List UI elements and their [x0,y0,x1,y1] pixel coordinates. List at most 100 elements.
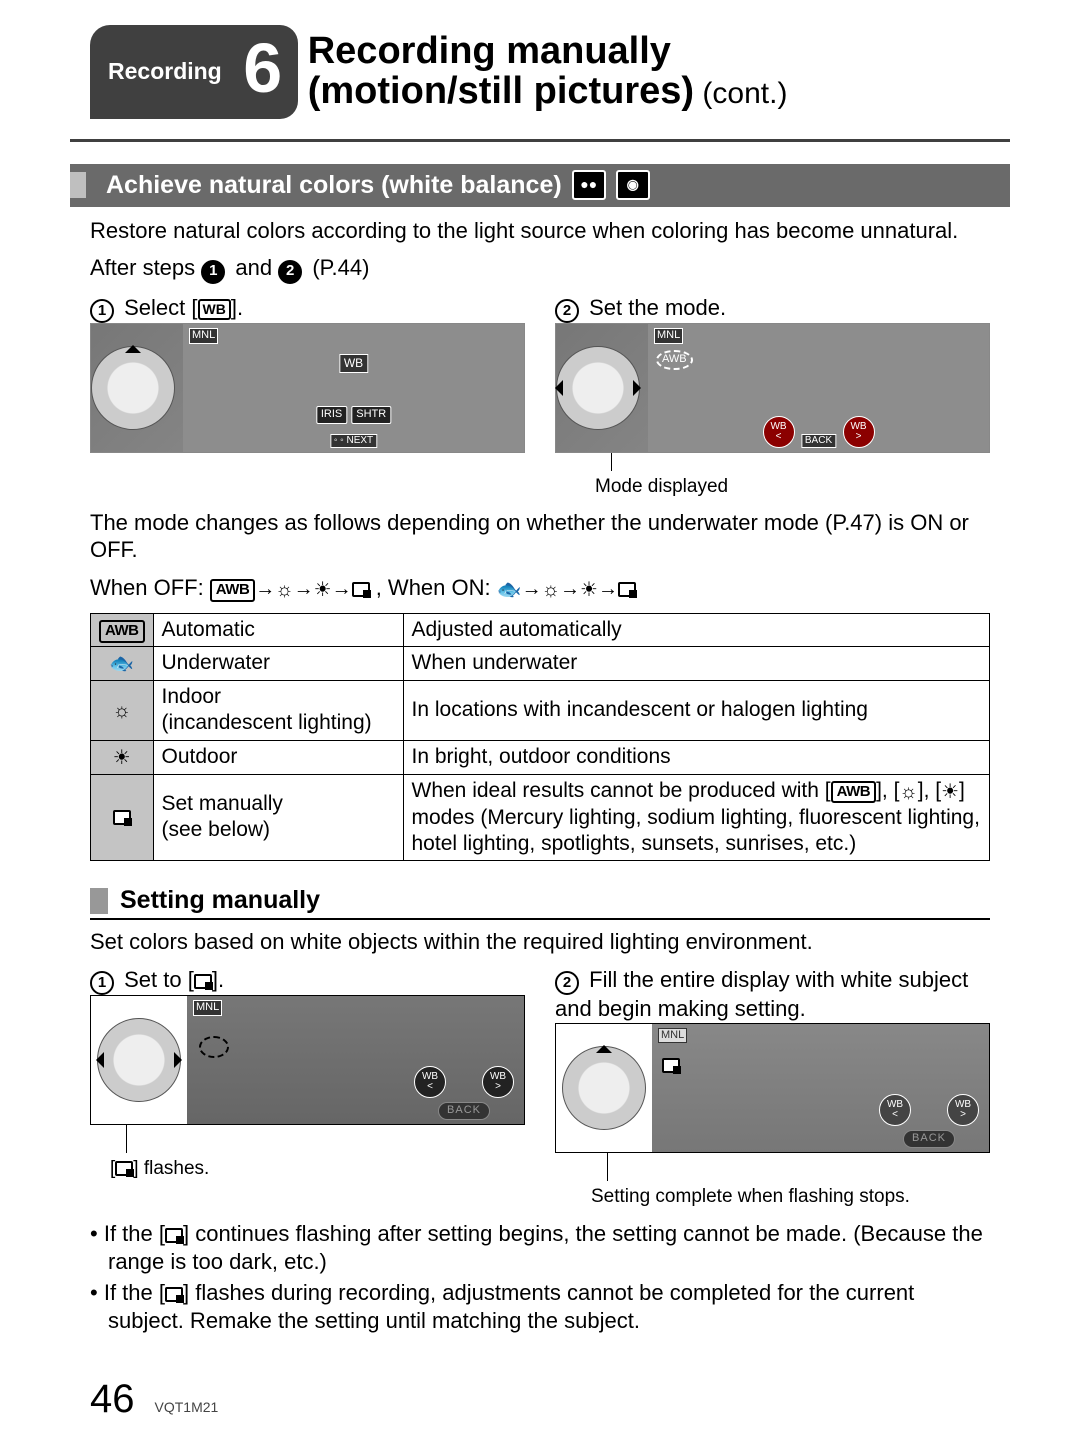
section-title: Achieve natural colors (white balance) [106,170,562,201]
header-rule [70,139,1010,142]
chapter-title: Recording manually (motion/still picture… [308,25,788,119]
mnl-badge: MNL [654,328,683,344]
wb-overlay-icon: WB [339,354,368,373]
sun-cell-icon: ☀ [91,740,154,774]
bulb-icon: ☼ [542,578,560,603]
complete-caption: Setting complete when flashing stops. [591,1185,990,1209]
back-pill: BACK [903,1130,955,1148]
control-dial-icon [562,1046,646,1130]
table-row: ☀ Outdoor In bright, outdoor conditions [91,740,990,774]
table-row: ☼ Indoor(incandescent lighting) In locat… [91,681,990,741]
sub-step-2-screenshot: MNL WB< WB> BACK [555,1023,990,1153]
set-manual-icon [618,582,636,597]
set-current-icon [662,1050,680,1078]
shtr-pill: SHTR [351,406,391,424]
set-manual-icon [352,582,370,597]
video-mode-icon: ●● [572,170,606,200]
photo-mode-icon: ◉ [616,170,650,200]
mode-desc: In bright, outdoor conditions [403,740,990,774]
list-item: If the [] flashes during recording, adju… [90,1279,990,1334]
sequence-line: When OFF: AWB→☼→☀→ , When ON: 🐟→☼→☀→ [90,574,990,603]
sub-step-2-label: 2 Fill the entire display with white sub… [555,966,990,1023]
title-line-1: Recording manually [308,32,788,72]
sub-step-1-label: 1 Set to []. [90,966,525,995]
mode-desc: In locations with incandescent or haloge… [403,681,990,741]
wb-right-button-icon: WB> [843,416,875,448]
step-1-label: 1 Select [WB]. [90,294,525,323]
page-footer: 46 VQT1M21 [90,1374,990,1424]
mnl-badge: MNL [189,328,218,344]
subsection-title: Setting manually [120,885,320,916]
sub-intro: Set colors based on white objects within… [90,928,990,956]
mnl-badge: MNL [658,1028,687,1044]
step-1-screenshot: MNL WB IRIS SHTR ◦ ◦ NEXT [90,323,525,453]
table-row: AWB Automatic Adjusted automatically [91,613,990,646]
control-dial-icon [556,346,640,430]
subsection-heading: Setting manually [90,885,990,920]
after-steps: After steps 1 and 2 (P.44) [90,254,990,283]
notes-list: If the [] continues flashing after setti… [90,1220,990,1334]
wb-left-button-icon: WB< [414,1066,446,1098]
mnl-badge: MNL [193,1000,222,1016]
awb-selected-icon: AWB [656,350,693,370]
step-ref-2-icon: 2 [278,260,302,284]
page-number: 46 [90,1374,135,1424]
subhead-block [90,888,108,914]
set-manual-icon [165,1228,183,1243]
set-selected-icon [199,1036,229,1058]
table-row: 🐟 Underwater When underwater [91,647,990,681]
step-2-column: 2 Set the mode. MNL AWB WB< WB> BACK [555,294,990,499]
awb-icon: AWB [210,579,256,602]
mode-change-text: The mode changes as follows depending on… [90,509,990,564]
mode-desc: When underwater [403,647,990,681]
set-manual-icon [194,974,212,989]
leader-line [126,1125,525,1153]
title-line-2: (motion/still pictures) (cont.) [308,72,788,112]
set-manual-icon [115,1161,133,1176]
awb-cell-icon: AWB [91,613,154,646]
wb-icon: WB [198,299,231,321]
sub-step-1-screenshot: MNL WB< WB> BACK [90,995,525,1125]
step-2-number-icon: 2 [555,299,579,323]
section-lead-block [70,172,86,198]
section-heading: Achieve natural colors (white balance) ●… [70,164,1010,207]
sun-icon: ☀ [314,578,332,603]
wb-modes-table: AWB Automatic Adjusted automatically 🐟 U… [90,613,990,861]
wb-right-button-icon: WB> [947,1094,979,1126]
bulb-icon: ☼ [275,578,293,603]
category-label: Recording [108,57,222,86]
table-row: Set manually(see below) When ideal resul… [91,774,990,861]
mode-name: Outdoor [153,740,403,774]
set-cell-icon [91,774,154,861]
wb-left-button-icon: WB< [879,1094,911,1126]
control-dial-icon [97,1018,181,1102]
step-2-screenshot: MNL AWB WB< WB> BACK [555,323,990,453]
back-pill: BACK [438,1102,490,1120]
category-tab: Recording [90,25,228,119]
mode-name: Underwater [153,647,403,681]
wb-right-button-icon: WB> [482,1066,514,1098]
sub-step-2-column: 2 Fill the entire display with white sub… [555,966,990,1209]
list-item: If the [] continues flashing after setti… [90,1220,990,1275]
mode-name: Set manually(see below) [153,774,403,861]
chapter-number: 6 [228,25,298,119]
fish-icon: 🐟 [497,578,522,603]
mode-displayed-caption: Mode displayed [595,475,990,499]
step-2-number-icon: 2 [555,971,579,995]
bulb-cell-icon: ☼ [91,681,154,741]
sub-step-1-column: 1 Set to []. MNL WB< WB> BACK [90,966,525,1209]
control-dial-icon [91,346,175,430]
step-1-column: 1 Select [WB]. MNL WB IRIS SHTR ◦ ◦ NEXT [90,294,525,499]
mode-name: Automatic [153,613,403,646]
mode-desc: When ideal results cannot be produced wi… [403,774,990,861]
chapter-header: Recording 6 Recording manually (motion/s… [90,25,990,119]
step-1-number-icon: 1 [90,971,114,995]
iris-pill: IRIS [316,406,347,424]
flashes-caption: [] flashes. [110,1157,525,1181]
mode-name: Indoor(incandescent lighting) [153,681,403,741]
fish-cell-icon: 🐟 [91,647,154,681]
leader-line [611,453,990,471]
document-id: VQT1M21 [155,1399,219,1417]
step-2-label: 2 Set the mode. [555,294,990,323]
wb-left-button-icon: WB< [763,416,795,448]
